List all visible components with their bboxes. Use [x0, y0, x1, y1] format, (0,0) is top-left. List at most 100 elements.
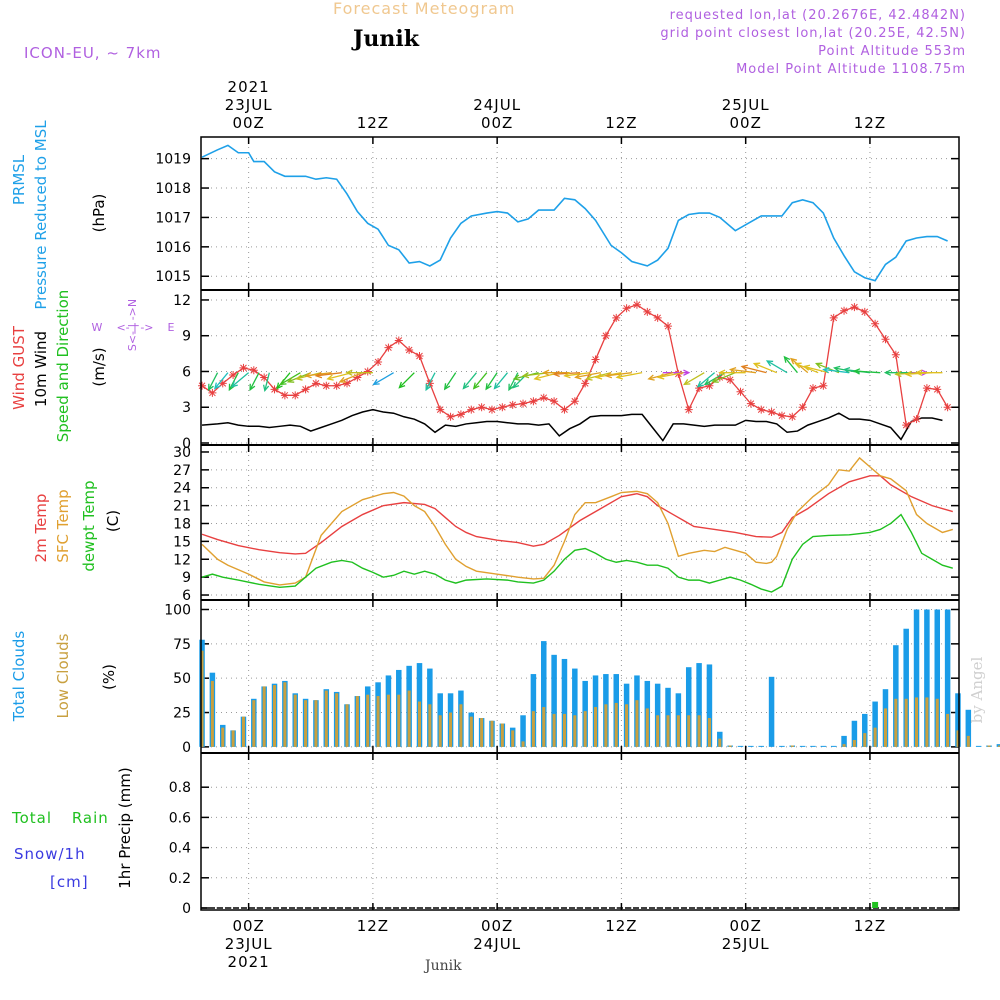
top-time-label: 25JUL: [722, 96, 770, 114]
temp-ytick-label: 30: [173, 445, 191, 461]
low-cloud-bar: [904, 698, 908, 747]
wind-arrow-shaft: [766, 360, 788, 374]
total-cloud-bar: [851, 720, 858, 747]
pressure-label-short: PRMSL: [10, 154, 28, 205]
temp-2m-label: 2m Temp: [32, 494, 50, 563]
wind-ytick-label: 12: [173, 293, 191, 309]
wind-arrow-head: [398, 381, 406, 389]
wind-arrow-head: [604, 372, 613, 379]
precip-axis-label: 1hr Precip (mm): [116, 767, 134, 888]
wind-direction-arrow: [718, 369, 746, 376]
wind-gust-marker: [270, 385, 279, 394]
total-cloud-bar: [893, 645, 899, 747]
wind-arrow-shaft: [264, 372, 270, 391]
low-cloud-bar: [552, 713, 556, 747]
total-cloud-bar: [975, 745, 982, 747]
wind-direction-arrow: [563, 372, 591, 379]
watermark: by Angel: [968, 656, 986, 723]
temp-ytick-label: 12: [173, 552, 191, 568]
top-time-label: 2021: [228, 78, 270, 96]
low-cloud-bar: [231, 730, 235, 747]
wind-gust-marker: [260, 373, 269, 382]
precip-ytick-label: 0.2: [169, 871, 191, 887]
wind-arrow-head: [656, 373, 665, 380]
wind-direction-arrow: [914, 369, 943, 376]
low-cloud-bar: [614, 702, 618, 747]
wind-arrow-head: [462, 382, 470, 390]
top-time-label: 12Z: [854, 114, 886, 132]
model-altitude: Model Point Altitude 1108.75m: [736, 62, 966, 77]
wind-direction-arrow: [574, 372, 601, 380]
top-time-label: 12Z: [605, 114, 637, 132]
wind-gust-marker: [850, 303, 859, 312]
total-cloud-bar: [541, 641, 547, 747]
wind-direction-arrow: [345, 369, 373, 376]
wind-gust-marker: [477, 403, 486, 412]
wind-arrow-head: [552, 370, 560, 378]
wind-gust-marker: [239, 363, 248, 372]
wind-arrow-head: [485, 383, 492, 391]
wind-compass-e: E: [168, 321, 175, 334]
wind-gust-marker: [933, 385, 942, 394]
wind-arrow-shaft: [444, 372, 457, 390]
precip-ytick-label: 0.6: [169, 810, 191, 826]
wind-direction-arrow: [615, 372, 643, 380]
wind-arrow-head: [703, 379, 712, 386]
low-cloud-bar: [583, 711, 587, 747]
bottom-time-label: 12Z: [854, 917, 886, 935]
low-cloud-bar: [707, 718, 711, 747]
low-cloud-bar: [241, 716, 245, 747]
wind-gust-marker: [208, 388, 217, 397]
wind-arrow-head: [230, 380, 238, 388]
wind-arrow-head: [262, 384, 270, 393]
bottom-time-label: 23JUL: [225, 935, 273, 953]
wind-direction-arrow: [249, 372, 260, 392]
bottom-time-label: 00Z: [481, 917, 513, 935]
wind-arrow-head: [789, 357, 798, 365]
total-cloud-bar: [561, 658, 568, 747]
wind-arrow-head: [718, 369, 726, 376]
wind-direction-arrow: [683, 372, 705, 386]
wind-direction-arrow: [314, 372, 342, 379]
total-cloud-bar: [872, 701, 878, 747]
wind-gust-marker: [560, 405, 569, 414]
wind-arrow-head: [345, 369, 353, 376]
low-cloud-bar: [417, 701, 421, 747]
wind-speed-line: [201, 408, 943, 442]
clouds-ytick-label: 25: [173, 706, 191, 722]
temp-unit: (C): [104, 510, 122, 532]
low-cloud-bar: [252, 700, 256, 747]
wind-arrow-head: [894, 370, 902, 378]
wind-arrow-shaft: [783, 356, 798, 374]
low-cloud-bar: [469, 716, 473, 747]
temp-ytick-label: 21: [173, 499, 191, 515]
low-cloud-bar: [915, 697, 919, 747]
wind-arrow-shaft: [854, 370, 881, 374]
wind-direction-arrow: [338, 372, 363, 383]
total-cloud-bar: [903, 628, 909, 747]
temp-sfc-label: SFC Temp: [54, 489, 72, 562]
wind-arrow-head: [443, 383, 451, 391]
pressure-unit: (hPa): [90, 194, 108, 233]
wind-arrow-head: [533, 374, 541, 381]
wind-arrow-head: [765, 360, 774, 367]
total-cloud-bar: [706, 664, 713, 747]
wind-gust-marker: [332, 381, 341, 390]
wind-direction-arrow: [802, 364, 829, 374]
wind-arrow-head: [683, 379, 691, 386]
wind-arrow-head: [372, 379, 380, 386]
total-cloud-bar: [924, 609, 930, 747]
low-cloud-bar: [645, 708, 649, 747]
low-cloud-bar: [966, 735, 970, 747]
total-cloud-bar: [830, 745, 837, 747]
wind-gust-marker: [322, 381, 331, 390]
wind-gust-marker: [405, 346, 414, 355]
low-cloud-bar: [531, 711, 535, 747]
low-cloud-bar: [604, 704, 608, 747]
wind-gust-marker: [384, 343, 393, 352]
wind-direction-arrow: [552, 370, 581, 378]
low-cloud-bar: [345, 704, 349, 747]
wind-arrow-shaft: [214, 372, 229, 389]
low-cloud-bar: [438, 715, 442, 747]
